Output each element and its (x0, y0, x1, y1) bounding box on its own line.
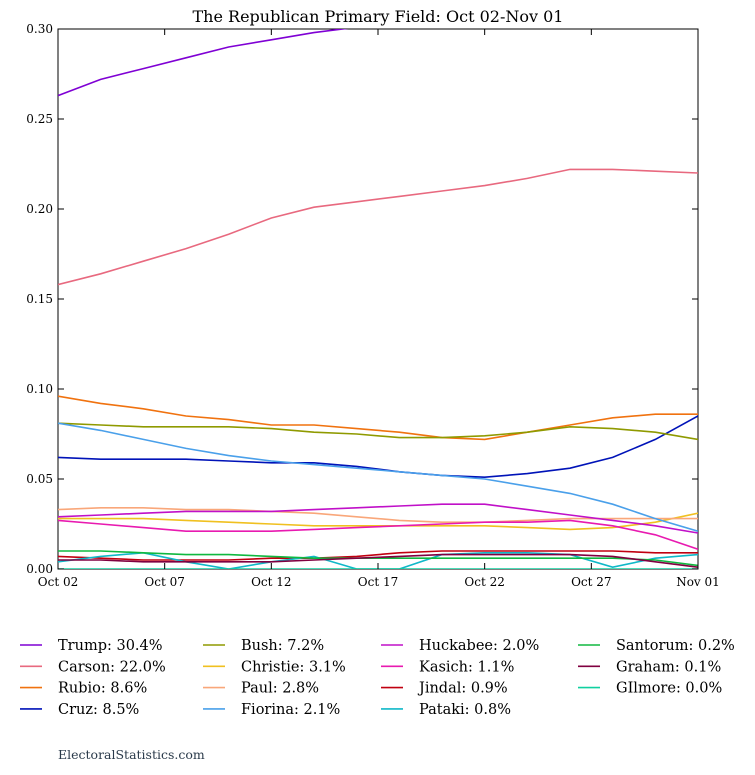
series-line (58, 519, 698, 550)
x-tick-label: Oct 12 (251, 575, 291, 589)
series-line (58, 550, 698, 567)
y-tick-label: 0.10 (26, 382, 53, 396)
y-tick-label: 0.30 (26, 22, 53, 36)
legend-label: Trump: 30.4% (58, 638, 163, 654)
legend-label: Kasich: 1.1% (419, 659, 514, 675)
series-line (58, 422, 698, 532)
legend-label: Paul: 2.8% (241, 681, 319, 697)
x-tick-label: Oct 27 (571, 575, 611, 589)
legend-label: Jindal: 0.9% (417, 681, 508, 697)
y-tick-label: 0.05 (26, 472, 53, 486)
y-tick-label: 0.15 (26, 292, 53, 306)
x-tick-label: Oct 22 (464, 575, 504, 589)
legend-label: Pataki: 0.8% (419, 702, 511, 718)
plot-lines (58, 29, 698, 569)
legend-label: Carson: 22.0% (58, 659, 166, 675)
legend-label: Fiorina: 2.1% (241, 702, 340, 718)
series-line (58, 168, 698, 286)
series-line (58, 512, 698, 531)
legend-label: Bush: 7.2% (241, 638, 324, 654)
legend-label: Christie: 3.1% (241, 659, 346, 675)
y-tick-label: 0.25 (26, 112, 53, 126)
series-line (58, 550, 698, 561)
series-line (58, 503, 698, 534)
series-line (58, 507, 698, 523)
series-line (58, 422, 698, 441)
y-tick-label: 0.00 (26, 562, 53, 576)
legend-label: Rubio: 8.6% (58, 681, 147, 697)
x-tick-label: Oct 07 (144, 575, 184, 589)
x-tick-label: Oct 02 (38, 575, 78, 589)
legend-label: Santorum: 0.2% (616, 638, 735, 654)
x-tick-label: Nov 01 (676, 575, 720, 589)
chart-title: The Republican Primary Field: Oct 02-Nov… (193, 7, 564, 26)
series-line (58, 395, 698, 441)
series-line (58, 551, 698, 569)
series-line (58, 415, 698, 479)
plot-frame (57, 28, 699, 570)
legend-label: Cruz: 8.5% (58, 702, 139, 718)
legend-label: Huckabee: 2.0% (419, 638, 539, 654)
x-tick-label: Oct 17 (358, 575, 398, 589)
y-tick-label: 0.20 (26, 202, 53, 216)
series-line (58, 29, 349, 97)
legend-label: GIlmore: 0.0% (616, 681, 722, 697)
series-line (58, 553, 698, 568)
legend-label: Graham: 0.1% (616, 659, 721, 675)
footer: ElectoralStatistics.com (58, 747, 205, 762)
